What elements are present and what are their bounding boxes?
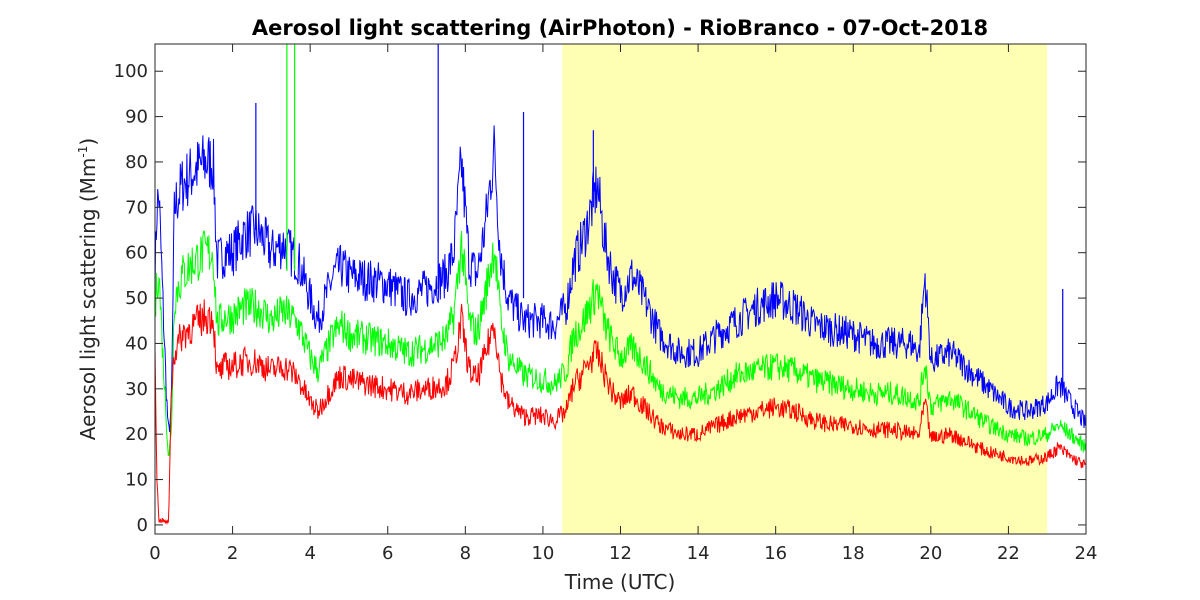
y-tick-label: 60 — [125, 243, 148, 264]
x-tick-label: 8 — [460, 543, 471, 564]
x-tick-label: 18 — [842, 543, 865, 564]
y-axis-label-close: ) — [76, 138, 100, 146]
x-axis-label: Time (UTC) — [564, 570, 676, 594]
y-tick-label: 30 — [125, 379, 148, 400]
y-axis-label: Aerosol light scattering (Mm-1) — [76, 138, 100, 440]
plot-area — [154, 43, 1087, 535]
x-tick-label: 14 — [687, 543, 710, 564]
x-tick-label: 10 — [531, 543, 554, 564]
x-tick-label: 0 — [149, 543, 160, 564]
x-axis-ticks: 0 2 4 6 8 10 12 14 16 18 20 22 24 — [149, 44, 1097, 564]
x-tick-label: 24 — [1075, 543, 1098, 564]
x-tick-label: 4 — [304, 543, 315, 564]
blue-series-line — [155, 125, 1086, 433]
x-tick-label: 22 — [997, 543, 1020, 564]
y-tick-label: 100 — [114, 61, 148, 82]
x-tick-label: 20 — [919, 543, 942, 564]
y-tick-label: 0 — [137, 515, 148, 536]
y-tick-label: 40 — [125, 333, 148, 354]
green-series-line — [155, 230, 1086, 457]
red-series-line — [155, 299, 1086, 526]
y-tick-label: 50 — [125, 288, 148, 309]
x-tick-label: 16 — [764, 543, 787, 564]
y-axis-label-superscript: -1 — [76, 146, 90, 158]
daytime-shaded-region — [562, 44, 1048, 534]
x-tick-label: 6 — [382, 543, 393, 564]
y-tick-label: 80 — [125, 152, 148, 173]
y-tick-label: 20 — [125, 424, 148, 445]
y-axis-label-main: Aerosol light scattering (Mm — [76, 158, 100, 441]
y-tick-label: 90 — [125, 107, 148, 128]
y-tick-label: 70 — [125, 197, 148, 218]
y-tick-label: 10 — [125, 470, 148, 491]
chart-title: Aerosol light scattering (AirPhoton) - R… — [252, 16, 988, 40]
x-tick-label: 2 — [227, 543, 238, 564]
x-tick-label: 12 — [609, 543, 632, 564]
y-axis-ticks: 0 10 20 30 40 50 60 70 80 90 100 — [114, 61, 1086, 536]
